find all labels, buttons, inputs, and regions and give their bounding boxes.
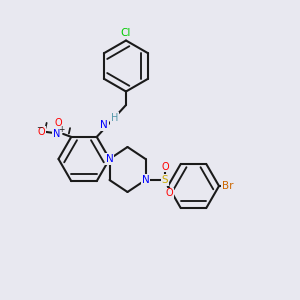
Text: O: O <box>38 127 45 136</box>
Text: O: O <box>161 161 169 172</box>
Text: −: − <box>36 123 42 132</box>
Text: N: N <box>100 121 108 130</box>
Text: S: S <box>162 175 168 185</box>
Text: +: + <box>58 125 64 134</box>
Text: O: O <box>55 118 62 128</box>
Text: N: N <box>142 175 149 185</box>
Text: N: N <box>52 129 60 139</box>
Text: H: H <box>111 113 118 123</box>
Text: Br: Br <box>222 181 234 191</box>
Text: Cl: Cl <box>121 28 131 38</box>
Text: O: O <box>166 188 173 199</box>
Text: N: N <box>106 154 113 164</box>
